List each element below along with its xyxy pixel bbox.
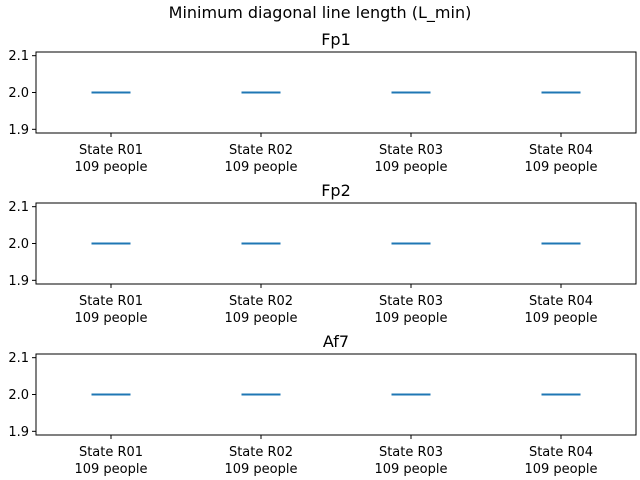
x-tick-label: 109 people [374,311,447,326]
subplot-title: Af7 [323,332,349,351]
x-tick-label: State R02 [229,143,293,158]
y-tick-label: 2.1 [8,49,29,64]
x-tick-label: State R01 [79,445,143,460]
x-tick-label: State R03 [379,445,443,460]
y-tick-label: 1.9 [8,274,29,289]
y-tick-label: 1.9 [8,425,29,440]
x-tick-label: State R01 [79,294,143,309]
x-tick-label: State R04 [529,445,593,460]
x-tick-label: 109 people [224,311,297,326]
x-tick-label: State R04 [529,143,593,158]
x-tick-label: State R02 [229,294,293,309]
y-tick-label: 2.0 [8,86,29,101]
subplot-fp1: Fp1 1.9 2.0 2.1 State R01 109 people State R02… [8,30,637,175]
subplot-title: Fp1 [321,30,351,49]
x-tick-label: 109 people [224,462,297,477]
x-tick-label: State R01 [79,143,143,158]
subplots: Fp1 1.9 2.0 2.1 State R01 109 people State R02… [8,30,637,477]
x-tick-label: 109 people [74,160,147,175]
x-tick-label: 109 people [374,160,447,175]
x-tick-label: 109 people [74,311,147,326]
y-tick-label: 2.1 [8,351,29,366]
x-tick-label: State R03 [379,294,443,309]
x-tick-label: 109 people [524,462,597,477]
x-tick-label: State R02 [229,445,293,460]
subplot-af7: Af7 1.9 2.0 2.1 State R01 109 people State R02… [8,332,637,477]
y-tick-label: 2.0 [8,388,29,403]
subplot-title: Fp2 [321,181,351,200]
x-tick-label: 109 people [524,160,597,175]
x-tick-label: State R04 [529,294,593,309]
subplot-fp2: Fp2 1.9 2.0 2.1 State R01 109 people State R02… [8,181,637,326]
x-tick-label: 109 people [74,462,147,477]
x-tick-label: State R03 [379,143,443,158]
x-tick-label: 109 people [224,160,297,175]
figure-title: Minimum diagonal line length (L_min) [169,3,472,23]
y-tick-label: 2.0 [8,237,29,252]
y-tick-label: 2.1 [8,200,29,215]
x-tick-label: 109 people [524,311,597,326]
y-tick-label: 1.9 [8,123,29,138]
x-tick-label: 109 people [374,462,447,477]
